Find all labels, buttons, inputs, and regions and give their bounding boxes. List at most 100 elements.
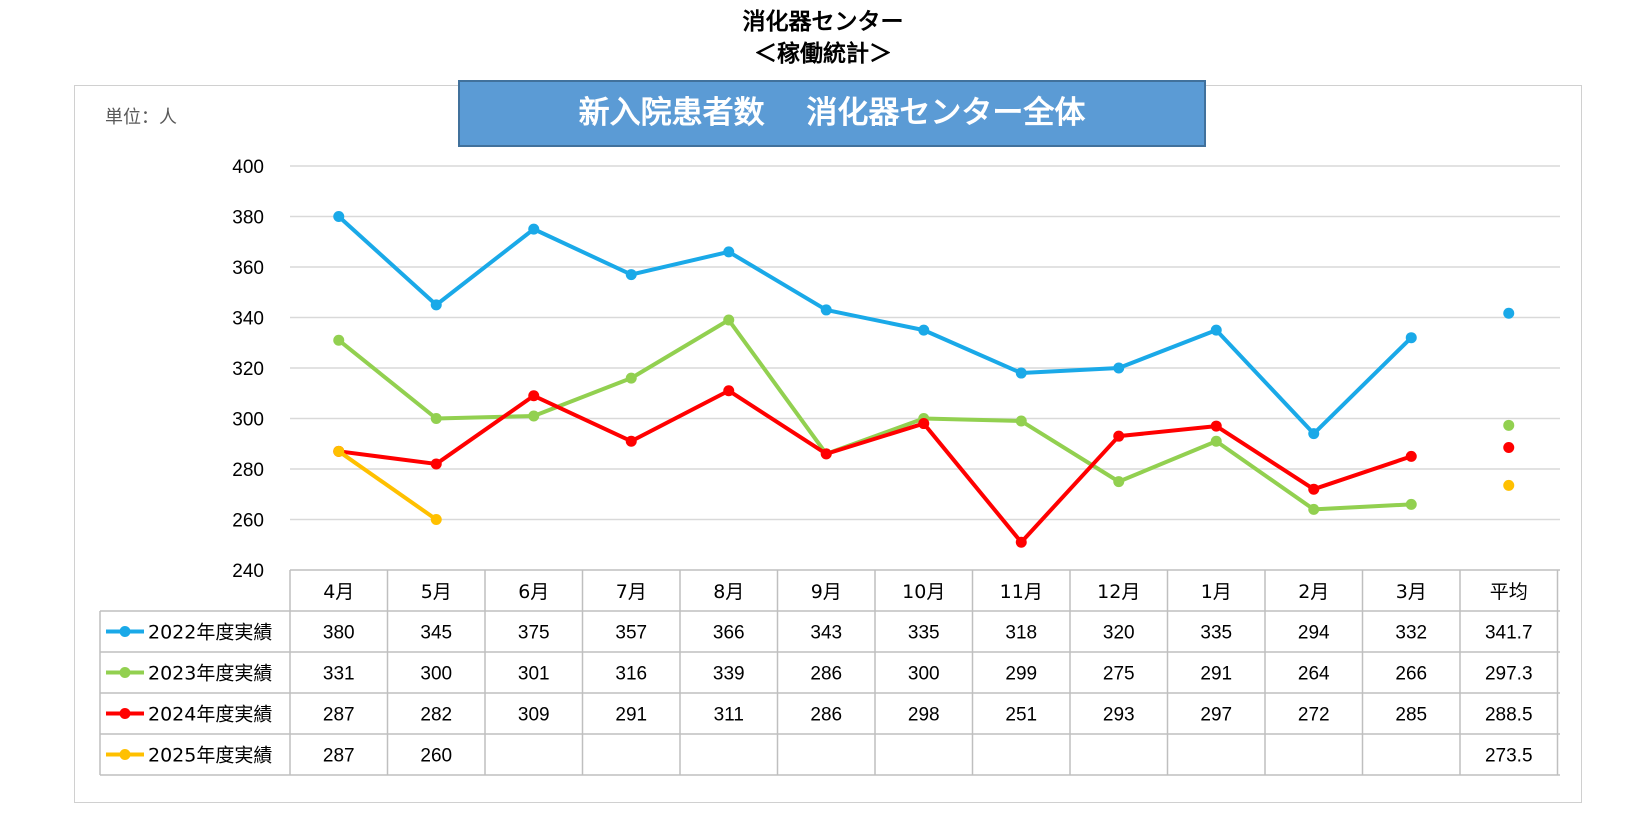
- x-tick-label: 1月: [1201, 581, 1232, 603]
- data-point: [430, 413, 442, 424]
- average-value: 341.7: [1485, 623, 1533, 644]
- data-label: 286: [810, 705, 842, 726]
- data-label: 298: [908, 705, 940, 726]
- data-point: [1405, 332, 1417, 344]
- x-tick-label: 10月: [902, 581, 945, 603]
- x-tick-label: 9月: [811, 581, 842, 603]
- data-point: [1015, 415, 1027, 427]
- data-point: [333, 445, 345, 457]
- data-label: 266: [1395, 664, 1427, 685]
- data-point: [430, 458, 442, 470]
- data-point: [625, 269, 637, 281]
- y-tick-label: 260: [232, 511, 264, 532]
- data-point: [528, 390, 540, 402]
- legend-key-marker: [119, 667, 131, 678]
- data-point: [430, 299, 442, 311]
- page-subtitle: ＜稼働統計＞: [754, 41, 892, 67]
- data-label: 287: [323, 746, 355, 767]
- data-label: 291: [1200, 664, 1232, 685]
- y-tick-label: 400: [232, 157, 264, 178]
- data-point: [333, 211, 345, 222]
- data-label: 285: [1395, 705, 1427, 726]
- data-label: 293: [1103, 705, 1135, 726]
- data-point: [820, 304, 832, 316]
- x-tick-label: 12月: [1097, 581, 1140, 603]
- series-line: [337, 449, 438, 522]
- average-value: 288.5: [1485, 705, 1533, 726]
- data-point: [918, 324, 930, 336]
- data-label: 297: [1200, 705, 1232, 726]
- series-line: [338, 388, 1412, 545]
- data-label: 316: [615, 664, 647, 685]
- data-label: 282: [420, 705, 452, 726]
- data-point: [1405, 498, 1417, 510]
- y-tick-label: 300: [232, 410, 264, 431]
- data-point: [1113, 476, 1125, 488]
- unit-label: 単位：人: [105, 107, 177, 128]
- data-label: 272: [1298, 705, 1330, 726]
- legend-label: 2025年度実績: [148, 745, 272, 767]
- data-point: [1015, 367, 1027, 379]
- data-label: 294: [1298, 623, 1330, 644]
- x-tick-label: 11月: [1000, 581, 1043, 603]
- data-label: 343: [810, 623, 842, 644]
- data-label: 366: [713, 623, 745, 644]
- data-label: 380: [323, 623, 355, 644]
- data-point: [1210, 435, 1222, 447]
- data-point: [528, 410, 540, 422]
- legend-key-marker: [119, 749, 131, 760]
- x-tick-label: 6月: [518, 581, 549, 603]
- data-label: 335: [908, 623, 940, 644]
- data-label: 251: [1005, 705, 1037, 726]
- data-point: [625, 435, 637, 447]
- page-title: 消化器センター: [742, 9, 904, 35]
- data-label: 300: [420, 664, 452, 685]
- data-point: [918, 418, 930, 430]
- data-label: 300: [908, 664, 940, 685]
- x-tick-label: 3月: [1396, 581, 1427, 603]
- data-point: [1113, 362, 1125, 374]
- average-point: [1503, 442, 1515, 454]
- data-label: 264: [1298, 664, 1330, 685]
- data-point: [1210, 420, 1222, 432]
- data-label: 332: [1395, 623, 1427, 644]
- x-tick-label: 7月: [616, 581, 647, 603]
- legend-key-marker: [119, 708, 131, 719]
- y-tick-label: 380: [232, 208, 264, 229]
- y-tick-label: 320: [232, 359, 264, 380]
- data-label: 260: [420, 746, 452, 767]
- data-label: 309: [518, 705, 550, 726]
- data-label: 339: [713, 664, 745, 685]
- y-tick-label: 340: [232, 309, 264, 330]
- data-point: [1308, 483, 1320, 495]
- data-point: [625, 372, 637, 384]
- average-header: 平均: [1490, 581, 1528, 603]
- data-label: 275: [1103, 664, 1135, 685]
- average-point: [1503, 419, 1515, 431]
- data-point: [1308, 503, 1320, 515]
- average-value: 297.3: [1485, 664, 1533, 685]
- legend-label: 2024年度実績: [148, 704, 272, 726]
- data-label: 320: [1103, 623, 1135, 644]
- data-label: 345: [420, 623, 452, 644]
- data-point: [1210, 324, 1222, 336]
- data-label: 299: [1005, 664, 1037, 685]
- data-label: 301: [518, 664, 550, 685]
- data-point: [820, 448, 832, 460]
- data-label: 291: [615, 705, 647, 726]
- data-point: [1308, 428, 1320, 440]
- y-tick-label: 240: [232, 561, 264, 582]
- data-label: 286: [810, 664, 842, 685]
- average-value: 273.5: [1485, 746, 1533, 767]
- chart-area: [74, 85, 1582, 803]
- data-label: 335: [1200, 623, 1232, 644]
- x-tick-label: 4月: [323, 581, 354, 603]
- average-point: [1503, 479, 1515, 491]
- data-label: 375: [518, 623, 550, 644]
- data-label: 311: [714, 705, 744, 726]
- chart-title: 新入院患者数 消化器センター全体: [458, 80, 1206, 147]
- data-point: [333, 334, 345, 346]
- legend-label: 2023年度実績: [148, 663, 272, 685]
- series-line: [337, 215, 1413, 436]
